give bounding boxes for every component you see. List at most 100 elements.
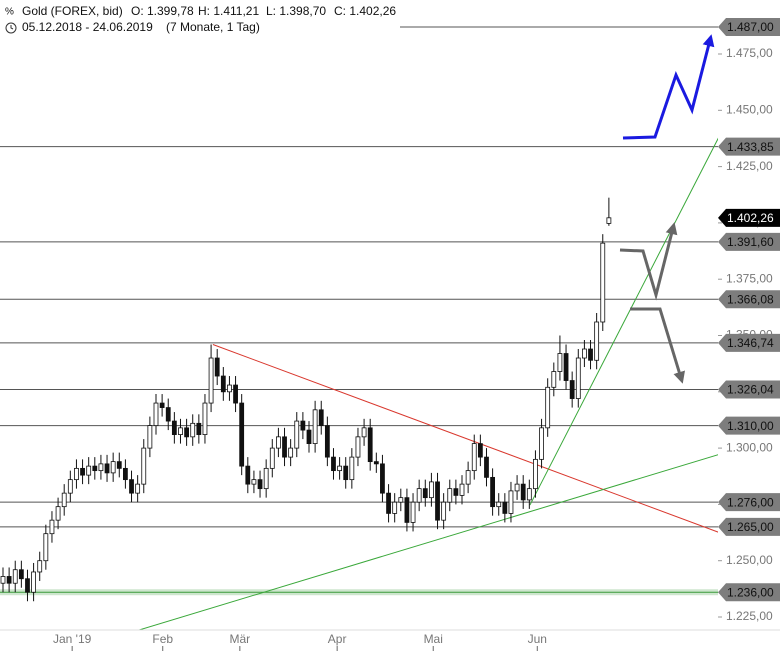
candle-body	[61, 492, 67, 508]
candle-body	[12, 569, 18, 584]
candle-body	[190, 422, 196, 438]
candle-body	[324, 425, 330, 458]
candle-body	[312, 409, 318, 445]
candle-body	[502, 501, 508, 514]
projection-up	[622, 34, 715, 140]
candle-body	[159, 402, 165, 408]
y-tick-label: 1.300,00	[726, 440, 773, 454]
candle-body	[441, 501, 447, 521]
candle-body	[404, 497, 410, 523]
candle-body	[380, 463, 385, 494]
candle-body	[343, 465, 349, 481]
candle-body	[398, 497, 404, 503]
candle-body	[349, 456, 355, 481]
level-tag-label: 1.346,74	[727, 336, 774, 350]
projection-down	[630, 307, 685, 384]
candle-body	[220, 375, 226, 393]
candle-body	[263, 467, 269, 490]
candle-body	[447, 488, 453, 503]
open-label: O: 1.399,78	[131, 4, 194, 18]
level-tag-shape	[718, 17, 780, 36]
candle-body	[196, 422, 202, 435]
candle-body	[337, 465, 343, 472]
x-tick-label: Mär	[230, 632, 251, 646]
candle-body	[202, 402, 208, 435]
price-tags: 1.487,00 1.433,85 1.391,60 1.366,08 1.346,74…	[718, 17, 780, 602]
y-tick-label: 1.375,00	[726, 271, 773, 285]
candle-body	[98, 463, 104, 472]
candle-body	[361, 427, 367, 438]
candle-body	[67, 479, 73, 494]
x-tick-label: Mai	[424, 632, 443, 646]
candle-body	[514, 483, 520, 492]
candle-body	[116, 461, 122, 469]
x-tick-label: Jun	[528, 632, 547, 646]
level-tag-label: 1.391,60	[727, 235, 774, 249]
y-tick-label: 1.450,00	[726, 102, 773, 116]
y-tick-label: 1.250,00	[726, 553, 773, 567]
candle-body	[129, 479, 134, 494]
header: % Gold (FOREX, bid) O: 1.399,78 H: 1.411…	[0, 0, 400, 38]
date-range: 05.12.2018 - 24.06.2019	[22, 20, 153, 34]
candle-body	[227, 384, 232, 393]
candle-body	[484, 456, 489, 478]
candle-body	[496, 501, 502, 508]
candle-body	[465, 470, 471, 485]
candle-body	[257, 479, 263, 490]
candle-body	[6, 576, 12, 584]
candle-body	[294, 420, 300, 449]
level-tag-label: 1.276,00	[727, 495, 774, 509]
candle-body	[269, 447, 275, 469]
y-tick-label: 1.425,00	[726, 159, 773, 173]
header-background	[0, 0, 400, 38]
candle-body	[55, 506, 61, 521]
candle-body	[429, 481, 434, 499]
level-tag-label: 1.433,85	[727, 140, 774, 154]
candle-body	[171, 420, 177, 435]
candle-body	[80, 467, 85, 476]
level-tag-label: 1.366,08	[727, 292, 774, 306]
level-tag-shape	[718, 232, 780, 251]
candle-body	[594, 321, 600, 361]
chart-title: Gold (FOREX, bid)	[22, 4, 123, 18]
trend-lines	[137, 137, 718, 630]
candle-body	[184, 427, 190, 438]
candle-body	[178, 427, 183, 435]
trend-line	[137, 454, 718, 630]
period: (7 Monate, 1 Tag)	[166, 20, 260, 34]
candle-body	[165, 407, 171, 422]
clock-icon	[5, 22, 17, 34]
candle-body	[557, 353, 563, 372]
candle-body	[306, 429, 312, 445]
candle-body	[563, 353, 569, 381]
candle-body	[533, 458, 538, 490]
price-tag-label: 1.402,26	[727, 211, 774, 225]
candle-body	[147, 425, 153, 449]
level-tag-label: 1.487,00	[727, 20, 774, 34]
candle-body	[569, 380, 575, 399]
level-tag-shape	[718, 333, 780, 352]
candle-body	[520, 483, 526, 501]
clock-hand	[10, 25, 14, 30]
candle-body	[25, 578, 30, 593]
candle-body	[588, 348, 593, 361]
price-tag-shape	[718, 208, 780, 227]
y-tick-label: 1.225,00	[726, 609, 773, 623]
level-tag-shape	[718, 380, 780, 399]
x-tick-label: Feb	[152, 632, 173, 646]
candle-body	[300, 420, 306, 431]
low-label: L: 1.398,70	[266, 4, 326, 18]
candle-body	[386, 492, 391, 514]
level-tag-shape	[718, 493, 780, 512]
level-tag-label: 1.310,00	[727, 419, 774, 433]
projection-arrows	[619, 34, 715, 384]
candle-body	[459, 483, 465, 496]
candle-body	[251, 479, 257, 485]
candle-body	[110, 461, 116, 474]
candle-body	[508, 490, 514, 514]
level-tag-label: 1.326,04	[727, 383, 774, 397]
candles	[0, 197, 612, 602]
candle-body	[74, 467, 79, 481]
candle-body	[282, 436, 287, 458]
candle-body	[214, 357, 220, 377]
